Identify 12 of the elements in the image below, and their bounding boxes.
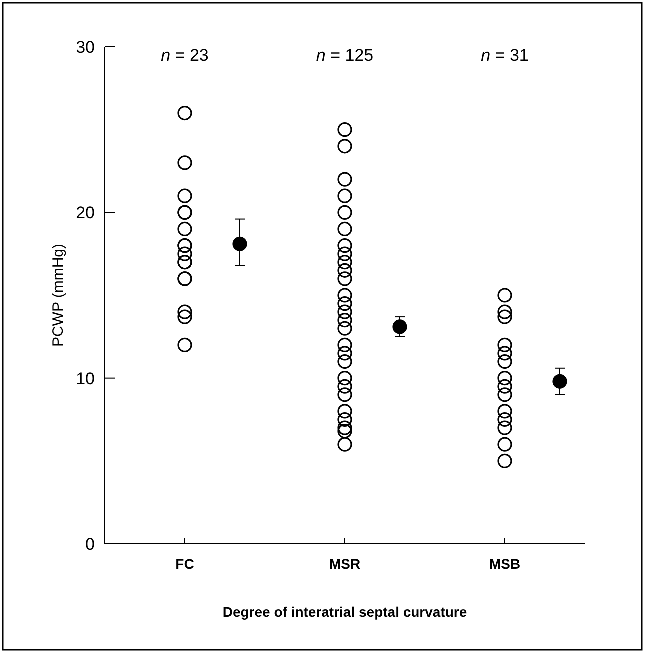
annotation: n = 31 xyxy=(481,46,529,65)
y-tick-label: 0 xyxy=(86,534,95,554)
x-tick-label: MSB xyxy=(489,556,521,572)
annotation: n = 125 xyxy=(316,46,374,65)
y-axis-title: PCWP (mmHg) xyxy=(50,244,67,348)
y-tick-label: 30 xyxy=(76,38,95,57)
x-tick-label: MSR xyxy=(329,556,361,572)
x-tick-label: FC xyxy=(176,556,194,572)
y-tick-label: 10 xyxy=(76,369,95,388)
x-axis-title: Degree of interatrial septal curvature xyxy=(222,604,468,620)
y-tick-label: 20 xyxy=(76,204,95,223)
annotation: n = 23 xyxy=(161,46,209,65)
